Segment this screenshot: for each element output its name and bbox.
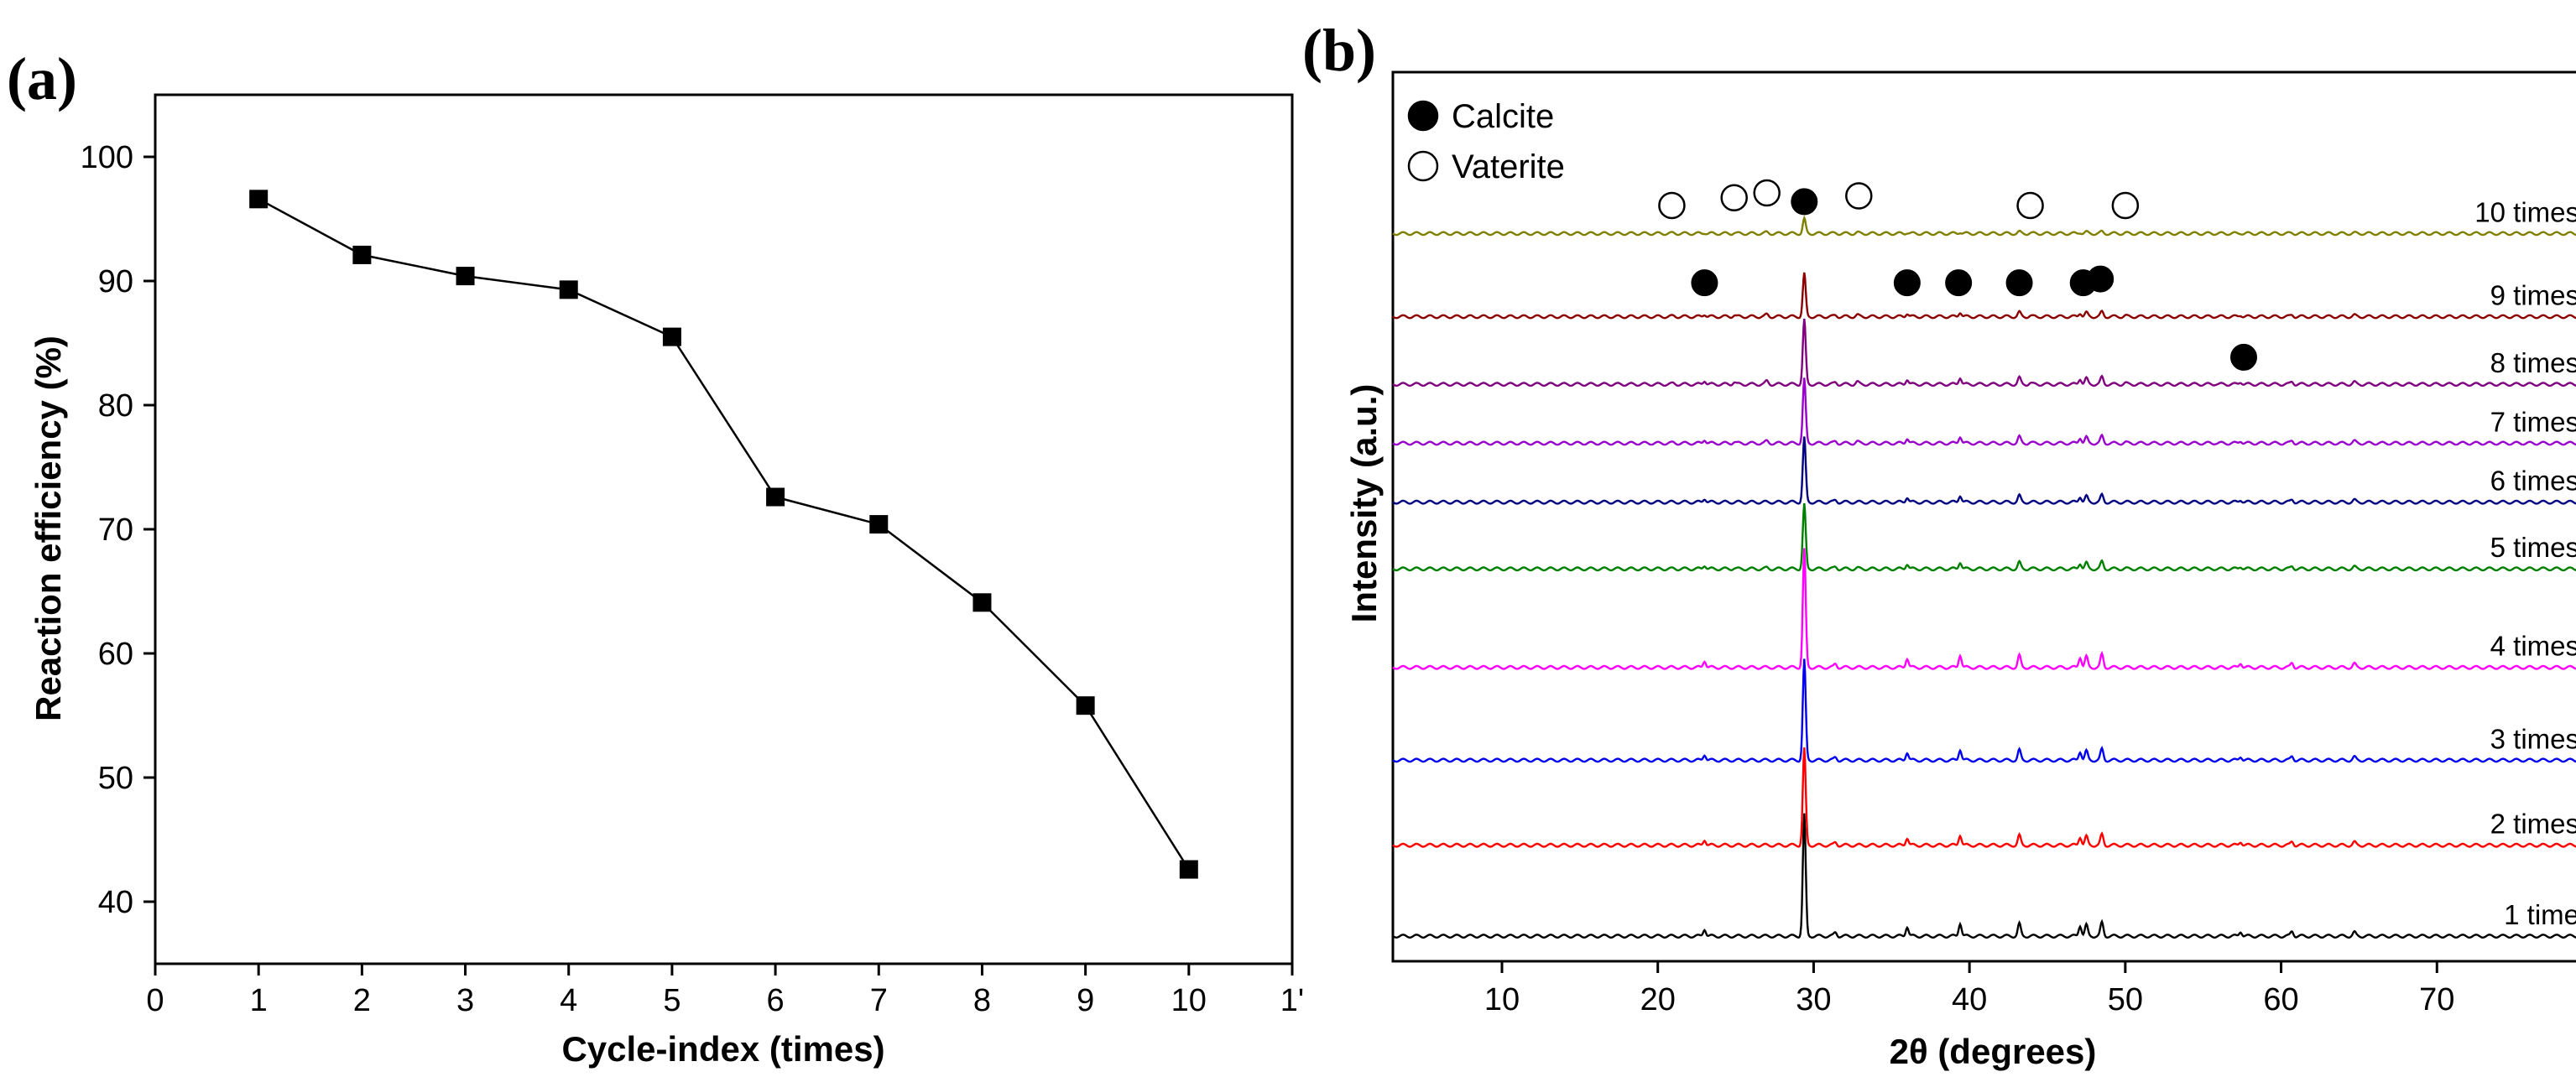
x-axis-symbol: 2θ [1890, 1032, 1928, 1071]
calcite-marker [1945, 269, 1973, 297]
x-tick-label: 60 [2263, 982, 2298, 1017]
panel-b-y-axis-title: Intensity (a.u.) [1344, 384, 1384, 623]
panel-a-y-ticks: 40 50 60 70 80 90 100 [81, 140, 155, 920]
curve-label: 5 times [2490, 532, 2576, 563]
calcite-marker [2087, 265, 2115, 293]
data-point [973, 593, 992, 612]
xrd-pattern [1392, 548, 2576, 670]
panel-b-phase-markers [1658, 179, 2257, 371]
x-tick-label: 30 [1796, 982, 1831, 1017]
panel-a-series [249, 190, 1198, 879]
calcite-marker [2005, 269, 2033, 297]
x-tick-label: 10 [1484, 982, 1520, 1017]
x-tick-label: 40 [1952, 982, 1987, 1017]
panel-b-x-axis-title: 2θ (degrees) [1890, 1032, 2097, 1071]
y-tick-label: 50 [98, 761, 133, 796]
legend-calcite-label: Calcite [1452, 98, 1554, 135]
xrd-pattern [1392, 377, 2576, 446]
vaterite-marker [1720, 184, 1748, 212]
x-tick-label: 70 [2419, 982, 2454, 1017]
x-tick-label: 3 [456, 983, 474, 1018]
panel-a-plot-frame [154, 93, 1294, 965]
vaterite-marker [1845, 182, 1873, 210]
legend-vaterite-marker [1407, 150, 1439, 182]
panel-a: (a) 0 1 2 3 4 5 6 7 8 9 10 1' 40 50 60 70 80 90 100 Cycle… [7, 45, 1304, 1069]
curve-label: 1 time [2504, 899, 2576, 930]
y-tick-label: 70 [98, 512, 133, 548]
panel-a-y-axis-title: Reaction efficiency (%) [29, 336, 68, 721]
x-tick-label: 80 [2575, 982, 2576, 1017]
x-tick-label: 10 [1171, 983, 1207, 1018]
xrd-pattern [1392, 318, 2576, 388]
x-tick-label: 1' [1280, 983, 1304, 1018]
panel-a-x-axis-title: Cycle-index (times) [561, 1029, 884, 1069]
y-tick-label: 60 [98, 637, 133, 672]
y-tick-label: 40 [98, 885, 133, 920]
x-tick-label: 1 [250, 983, 268, 1018]
xrd-pattern [1392, 813, 2576, 939]
panel-a-x-ticks: 0 1 2 3 4 5 6 7 8 9 10 1' [146, 964, 1304, 1018]
curve-label: 3 times [2490, 723, 2576, 754]
calcite-marker [1691, 269, 1718, 297]
panel-b: (b) 10 20 30 40 50 60 70 80 1 time 2 times 3 time… [1302, 17, 2576, 1071]
curve-label: 10 times [2474, 196, 2576, 227]
panel-b-legend: Calcite Vaterite [1407, 98, 1565, 185]
data-point [766, 487, 785, 507]
panel-b-label: (b) [1302, 17, 1376, 84]
panel-b-series [1392, 215, 2576, 939]
x-tick-label: 4 [560, 983, 577, 1018]
y-tick-label: 80 [98, 388, 133, 424]
panel-b-x-ticks: 10 20 30 40 50 60 70 80 [1484, 961, 2576, 1017]
x-axis-unit: (degrees) [1928, 1032, 2097, 1071]
data-point [1076, 696, 1095, 715]
legend-vaterite-label: Vaterite [1452, 148, 1565, 185]
data-point [662, 327, 681, 346]
xrd-pattern [1392, 502, 2576, 572]
x-tick-label: 6 [767, 983, 785, 1018]
curve-label: 7 times [2490, 406, 2576, 437]
x-tick-label: 20 [1640, 982, 1676, 1017]
legend-calcite-marker [1407, 100, 1439, 132]
x-tick-label: 9 [1077, 983, 1094, 1018]
x-tick-label: 5 [663, 983, 681, 1018]
y-tick-label: 100 [81, 140, 133, 175]
y-tick-label: 90 [98, 264, 133, 299]
curve-label: 6 times [2490, 466, 2576, 497]
x-tick-label: 8 [973, 983, 991, 1018]
panel-b-plot-frame [1391, 70, 2576, 963]
curve-label: 4 times [2490, 631, 2576, 662]
xrd-pattern [1392, 272, 2576, 320]
x-tick-label: 7 [870, 983, 888, 1018]
xrd-pattern [1392, 747, 2576, 848]
calcite-marker [1893, 269, 1921, 297]
curve-label: 2 times [2490, 809, 2576, 840]
vaterite-marker [2016, 191, 2044, 220]
vaterite-marker [1658, 191, 1686, 220]
xrd-pattern [1392, 436, 2576, 505]
data-point [869, 515, 889, 534]
xrd-pattern [1392, 215, 2576, 237]
panel-a-label: (a) [7, 45, 77, 112]
data-point [456, 267, 475, 286]
panel-b-curve-labels: 1 time 2 times 3 times 4 times 5 times 6 time… [2474, 196, 2576, 930]
calcite-marker [1791, 188, 1818, 216]
x-tick-label: 0 [146, 983, 164, 1018]
data-point [352, 245, 372, 264]
xrd-pattern [1392, 658, 2576, 763]
curve-label: 9 times [2490, 280, 2576, 311]
vaterite-marker [2111, 191, 2140, 220]
x-tick-label: 2 [353, 983, 371, 1018]
curve-label: 8 times [2490, 347, 2576, 378]
data-point [1179, 860, 1198, 879]
x-tick-label: 50 [2108, 982, 2143, 1017]
data-point [249, 190, 269, 209]
vaterite-marker [1753, 179, 1781, 207]
calcite-marker [2230, 343, 2257, 371]
data-point [559, 280, 578, 299]
series-line [258, 198, 1190, 871]
